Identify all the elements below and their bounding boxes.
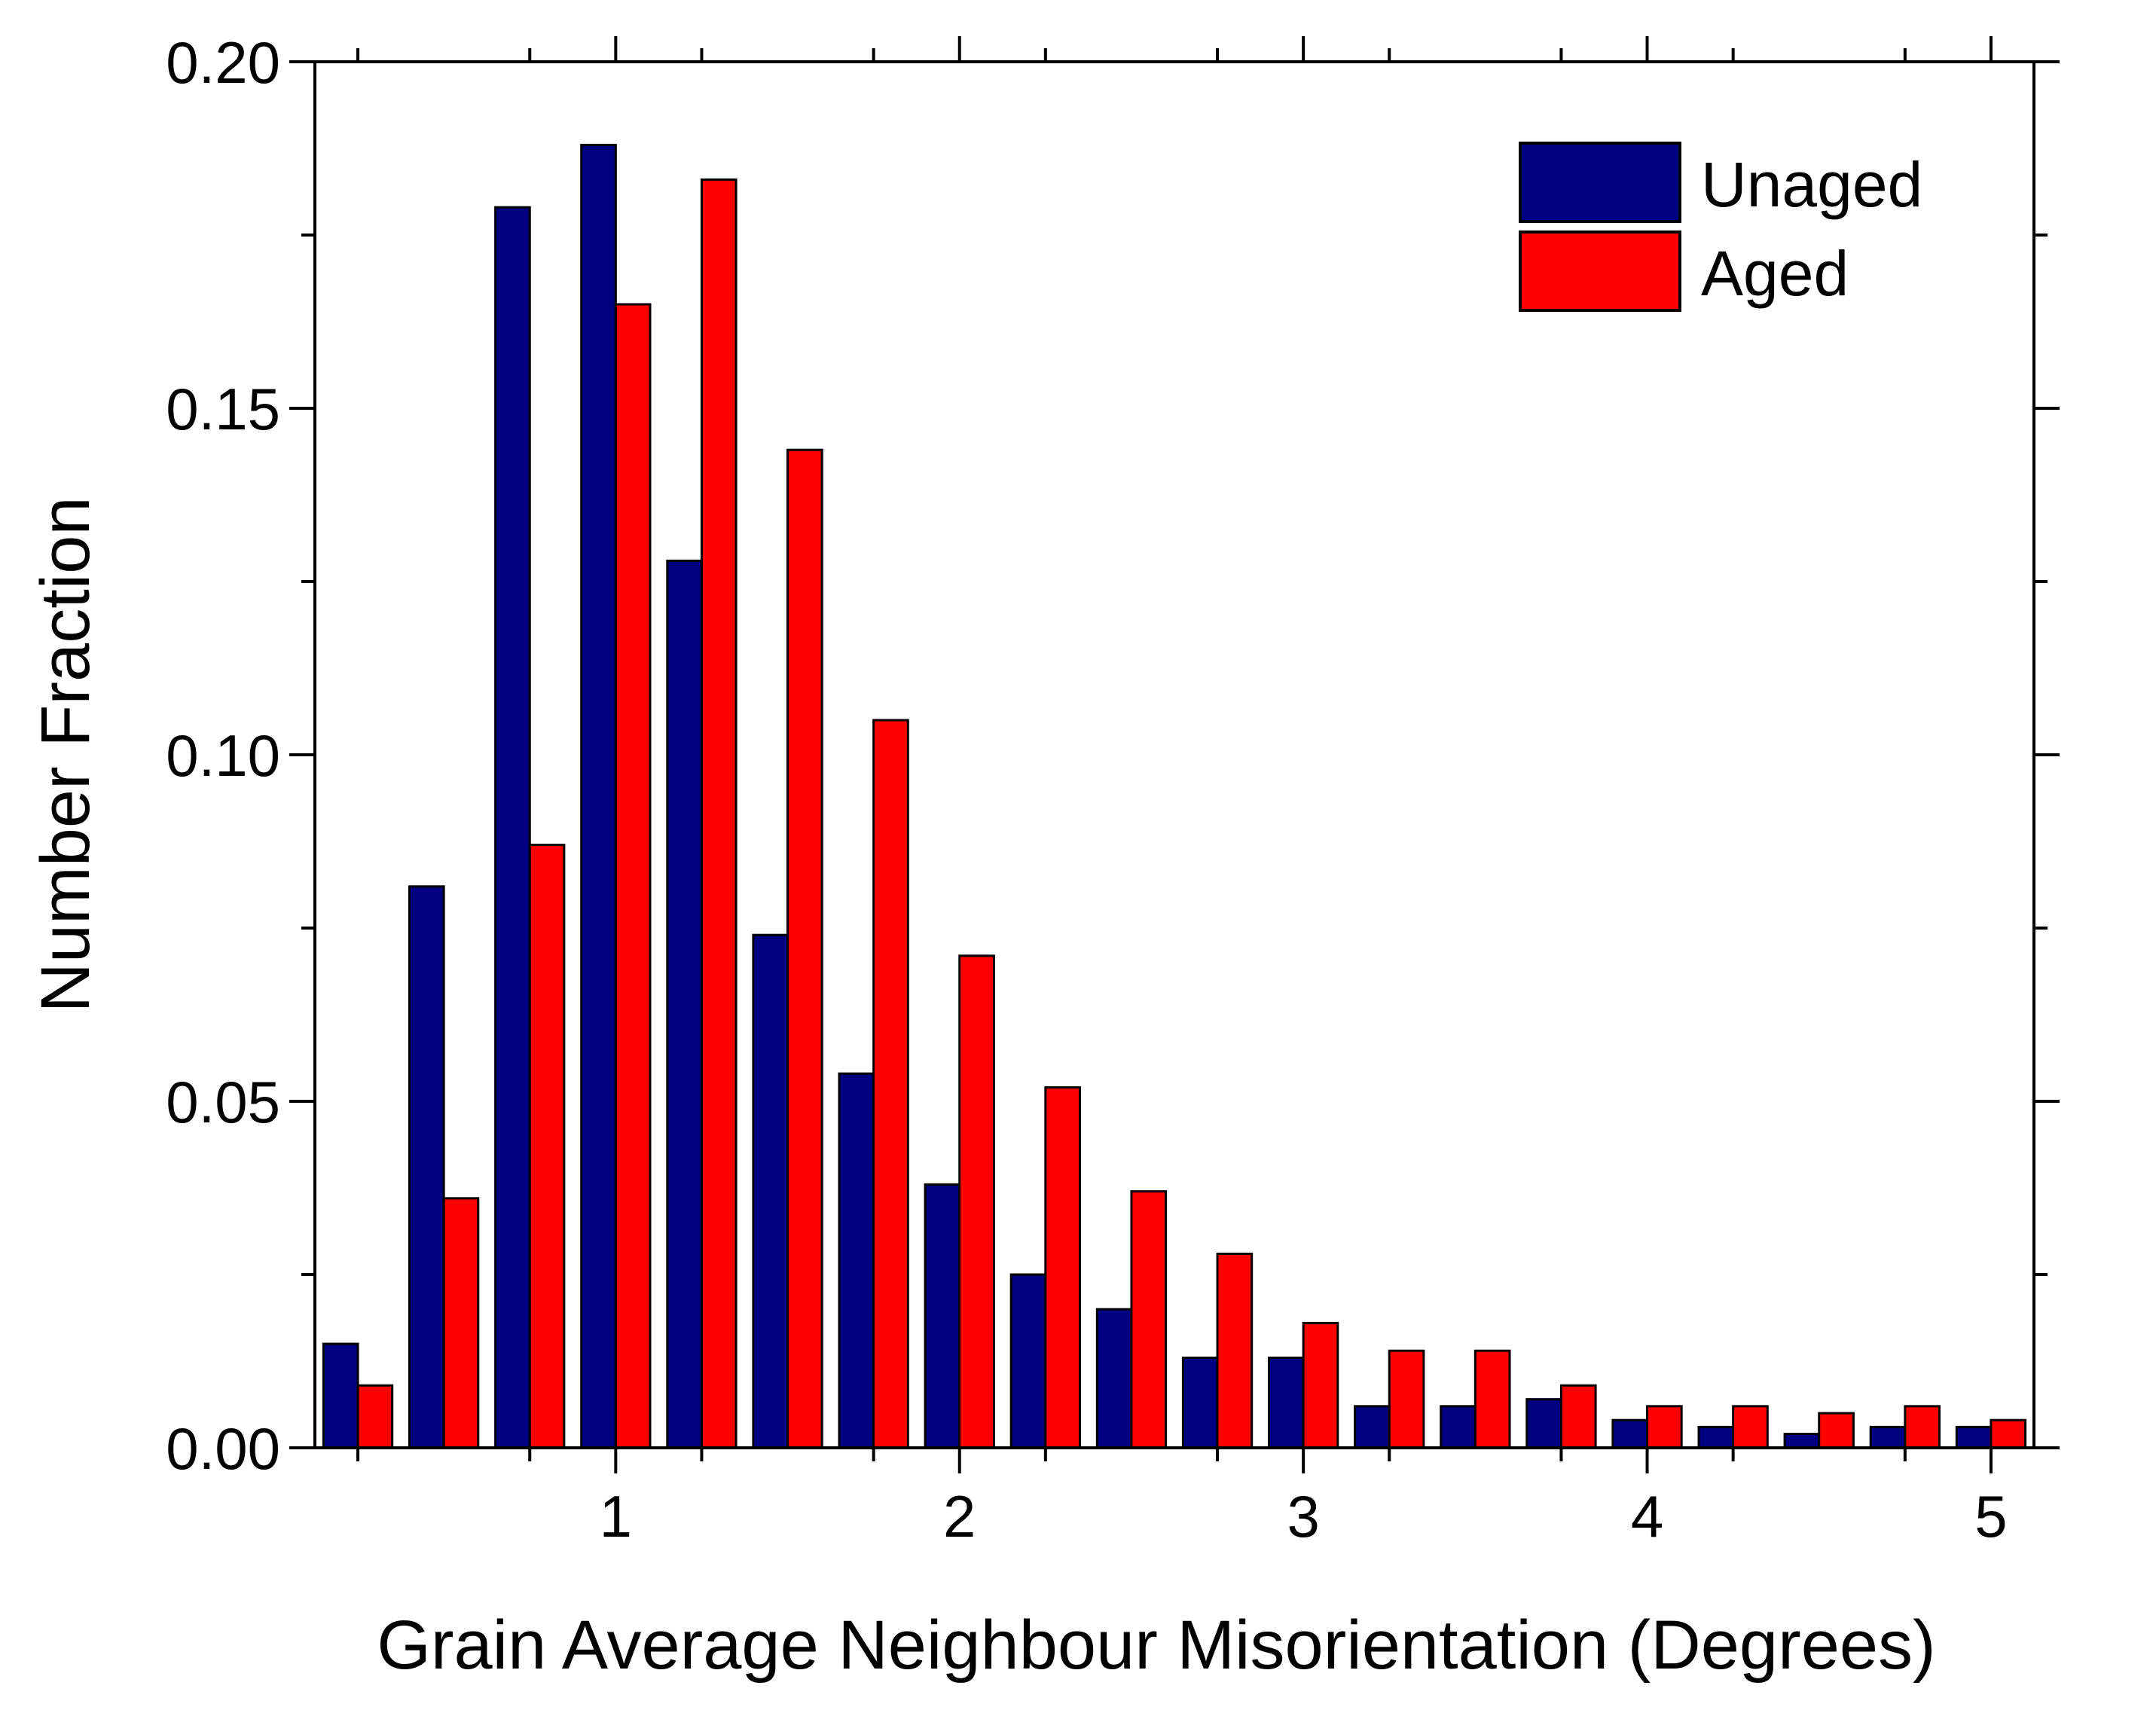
bar-unaged-6 (838, 1072, 875, 1449)
bar-unaged-14 (1525, 1398, 1562, 1449)
ticks-layer (289, 36, 2060, 1473)
bar-aged-11 (1302, 1321, 1339, 1449)
y-tick-label: 0.15 (166, 376, 280, 442)
legend-swatch-unaged (1519, 142, 1681, 223)
bar-aged-17 (1818, 1412, 1855, 1449)
bar-aged-0 (356, 1384, 394, 1449)
bar-unaged-16 (1697, 1425, 1735, 1449)
bar-unaged-9 (1095, 1308, 1133, 1449)
bar-aged-12 (1388, 1349, 1425, 1449)
bar-aged-9 (1130, 1190, 1168, 1449)
x-tick-label: 3 (1287, 1483, 1319, 1550)
bar-unaged-8 (1009, 1273, 1047, 1449)
bar-unaged-3 (580, 143, 617, 1449)
bar-unaged-0 (322, 1342, 359, 1449)
bar-aged-19 (1990, 1418, 2027, 1449)
x-axis-title: Grain Average Neighbour Misorientation (… (377, 1607, 1935, 1684)
bar-aged-8 (1044, 1086, 1081, 1449)
bar-unaged-12 (1354, 1405, 1391, 1449)
x-tick-label: 5 (1974, 1483, 2007, 1550)
bar-unaged-10 (1181, 1356, 1219, 1449)
tick-labels-layer: 0.00 0.05 0.10 0.15 0.20 1 2 3 4 5 (166, 29, 2007, 1550)
bar-aged-18 (1904, 1405, 1941, 1449)
bar-unaged-13 (1440, 1405, 1477, 1449)
bar-aged-13 (1473, 1349, 1511, 1449)
legend-label-aged: Aged (1701, 238, 1849, 309)
y-tick-label: 0.10 (166, 722, 280, 789)
bar-aged-10 (1216, 1252, 1254, 1449)
bar-aged-2 (528, 844, 566, 1449)
bar-aged-7 (958, 954, 995, 1449)
bar-unaged-7 (924, 1183, 961, 1449)
bars-layer (322, 143, 2027, 1449)
x-tick-label: 4 (1631, 1483, 1663, 1550)
bar-aged-16 (1732, 1405, 1769, 1449)
bar-unaged-4 (666, 559, 703, 1449)
legend: Unaged Aged (1519, 142, 1922, 312)
bar-unaged-15 (1611, 1418, 1649, 1449)
y-axis-title: Number Fraction (27, 496, 104, 1012)
bar-unaged-18 (1869, 1425, 1907, 1449)
bar-aged-3 (614, 303, 652, 1449)
bar-aged-4 (700, 178, 737, 1449)
bar-aged-5 (786, 448, 823, 1449)
legend-swatch-aged (1519, 231, 1681, 312)
y-tick-label: 0.05 (166, 1069, 280, 1135)
bar-unaged-17 (1783, 1433, 1821, 1449)
bar-aged-6 (872, 719, 909, 1449)
bar-unaged-19 (1955, 1425, 1993, 1449)
bar-unaged-1 (408, 885, 445, 1449)
y-tick-label: 0.00 (166, 1415, 280, 1482)
bar-aged-1 (442, 1197, 480, 1449)
bar-aged-15 (1646, 1405, 1683, 1449)
y-tick-label: 0.20 (166, 29, 280, 96)
bar-aged-14 (1559, 1384, 1597, 1449)
x-tick-label: 1 (600, 1483, 632, 1550)
x-tick-label: 2 (943, 1483, 976, 1550)
legend-label-unaged: Unaged (1701, 149, 1922, 220)
bar-unaged-5 (752, 933, 789, 1449)
bar-unaged-2 (494, 206, 531, 1449)
bar-unaged-11 (1268, 1356, 1305, 1449)
